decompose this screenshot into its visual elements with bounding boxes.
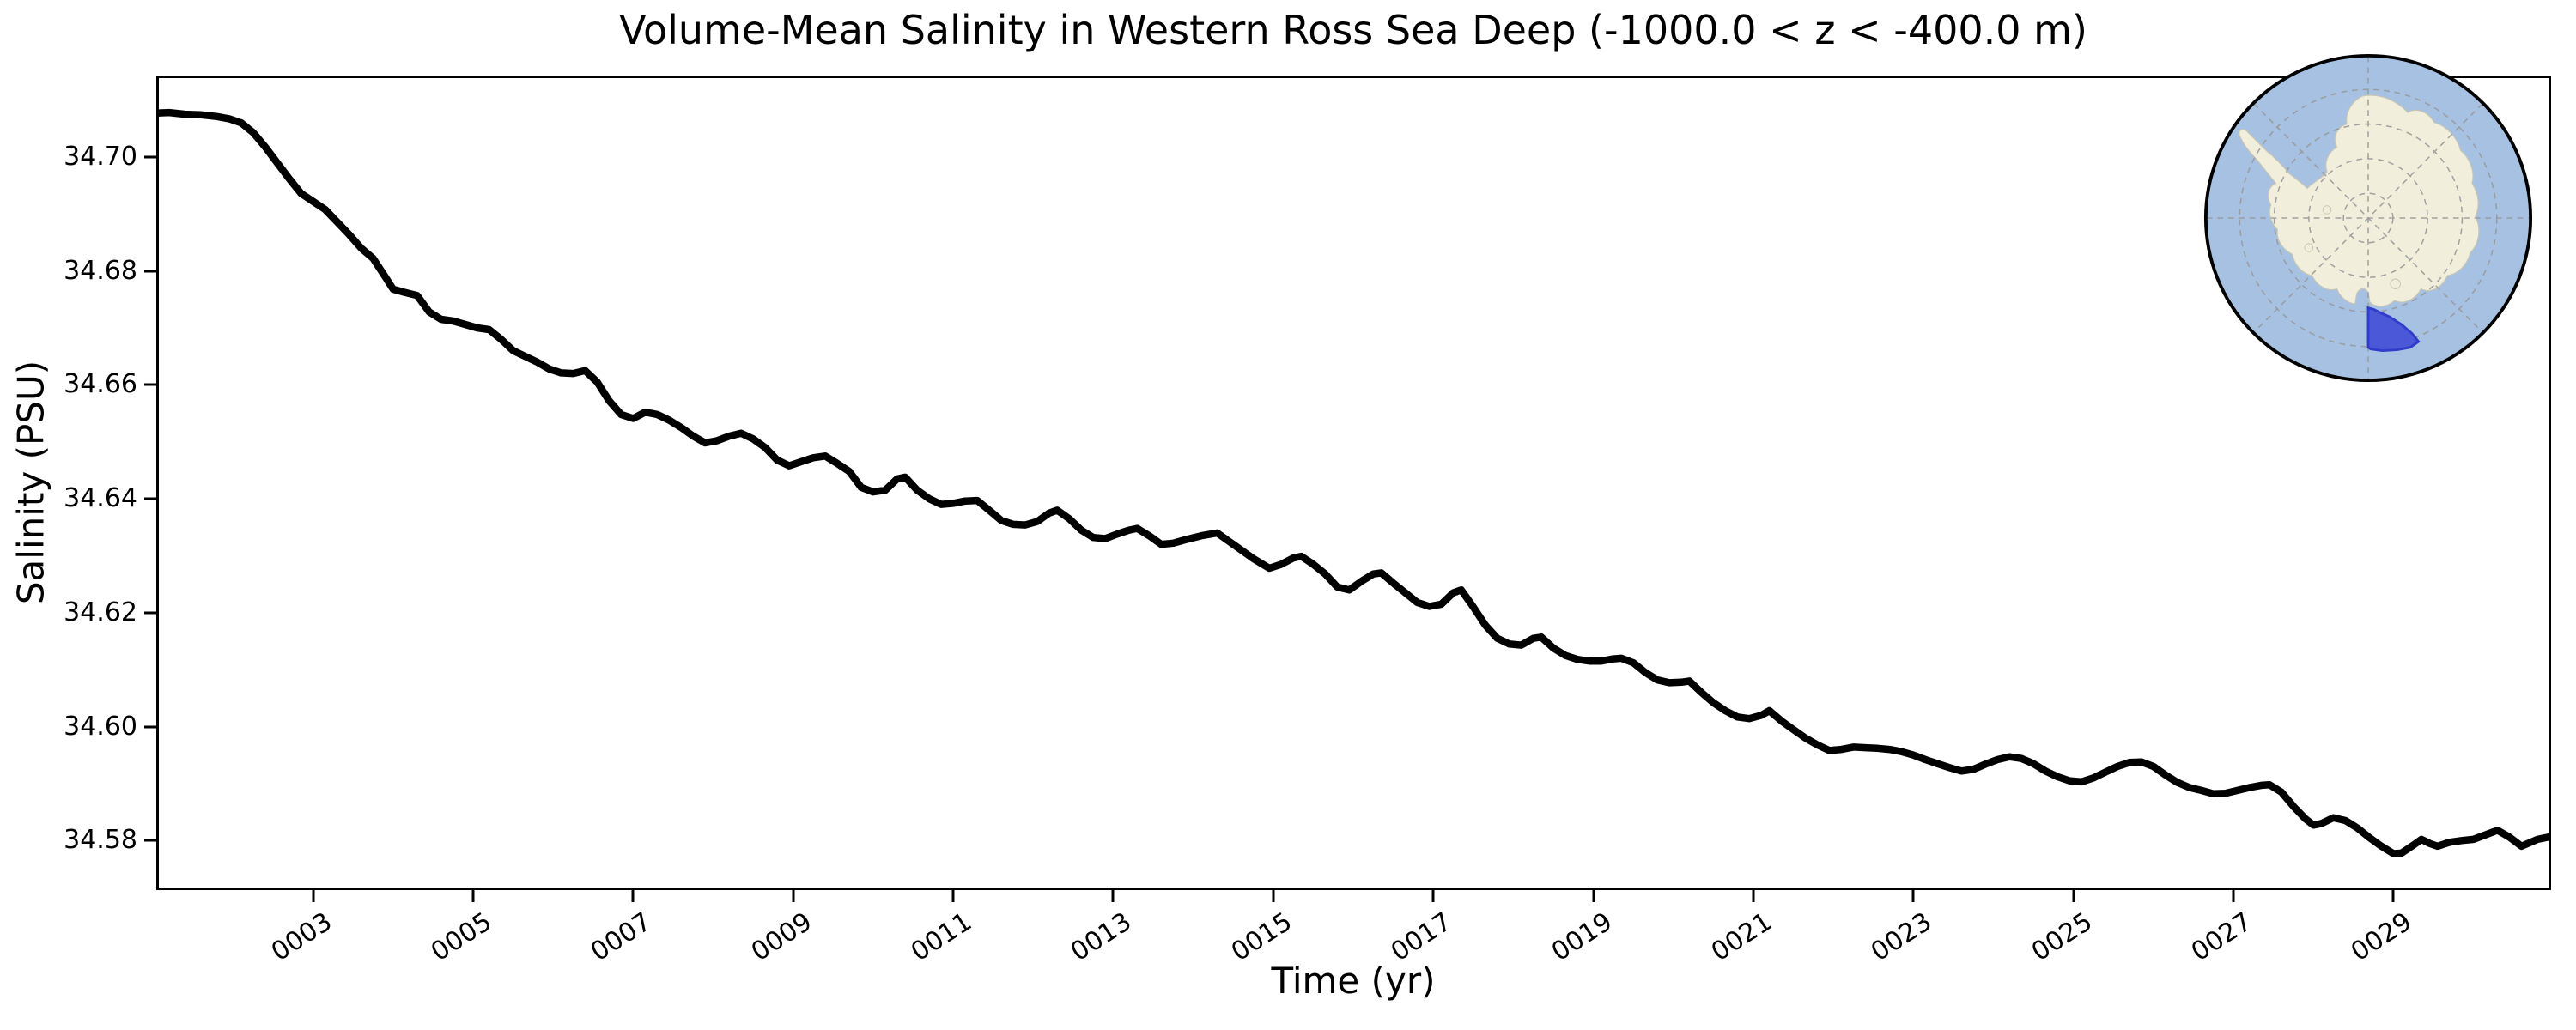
chart-title: Volume-Mean Salinity in Western Ross Sea…	[619, 7, 2087, 53]
x-tick-label: 0027	[2185, 906, 2258, 968]
x-tick-mark	[2072, 890, 2075, 902]
y-tick-mark	[144, 383, 156, 386]
y-tick-mark	[144, 725, 156, 729]
x-tick-mark	[792, 890, 795, 902]
y-tick-mark	[144, 611, 156, 615]
y-tick-label: 34.64	[64, 483, 137, 514]
y-tick-label: 34.70	[64, 141, 137, 172]
x-tick-mark	[471, 890, 475, 902]
x-tick-label: 0023	[1866, 906, 1938, 968]
x-tick-label: 0011	[905, 906, 978, 968]
x-tick-label: 0015	[1225, 906, 1297, 968]
x-tick-label: 0007	[586, 906, 658, 968]
y-tick-label: 34.62	[64, 597, 137, 627]
x-tick-label: 0013	[1066, 906, 1138, 968]
x-tick-mark	[1111, 890, 1115, 902]
x-tick-mark	[1911, 890, 1915, 902]
salinity-line	[156, 108, 2551, 857]
antarctica-landmass	[2239, 94, 2480, 307]
x-tick-label: 0025	[2026, 906, 2098, 968]
x-tick-label: 0019	[1546, 906, 1618, 968]
x-tick-mark	[312, 890, 315, 902]
x-tick-label: 0009	[745, 906, 817, 968]
x-tick-label: 0021	[1705, 906, 1777, 968]
x-tick-label: 0017	[1386, 906, 1458, 968]
x-tick-mark	[2232, 890, 2235, 902]
x-tick-mark	[1752, 890, 1755, 902]
map-rim	[2203, 53, 2533, 383]
x-tick-label: 0003	[265, 906, 337, 968]
x-tick-mark	[1272, 890, 1275, 902]
y-tick-mark	[144, 839, 156, 842]
x-axis-label: Time (yr)	[1271, 960, 1436, 1002]
western-ross-sea-region	[2366, 306, 2421, 353]
y-tick-label: 34.68	[64, 255, 137, 286]
y-tick-label: 34.58	[64, 825, 137, 856]
x-tick-mark	[951, 890, 955, 902]
y-tick-mark	[144, 270, 156, 273]
x-tick-mark	[1431, 890, 1435, 902]
x-tick-mark	[631, 890, 635, 902]
y-tick-label: 34.60	[64, 711, 137, 742]
plot-area	[156, 76, 2551, 890]
x-tick-label: 0005	[425, 906, 497, 968]
salinity-line-plot	[156, 108, 2551, 857]
x-tick-mark	[1592, 890, 1595, 902]
y-tick-label: 34.66	[64, 369, 137, 400]
x-tick-mark	[2391, 890, 2395, 902]
antarctica-inset-map	[2203, 53, 2533, 383]
y-tick-mark	[144, 155, 156, 159]
y-tick-mark	[144, 497, 156, 500]
x-tick-label: 0029	[2346, 906, 2418, 968]
